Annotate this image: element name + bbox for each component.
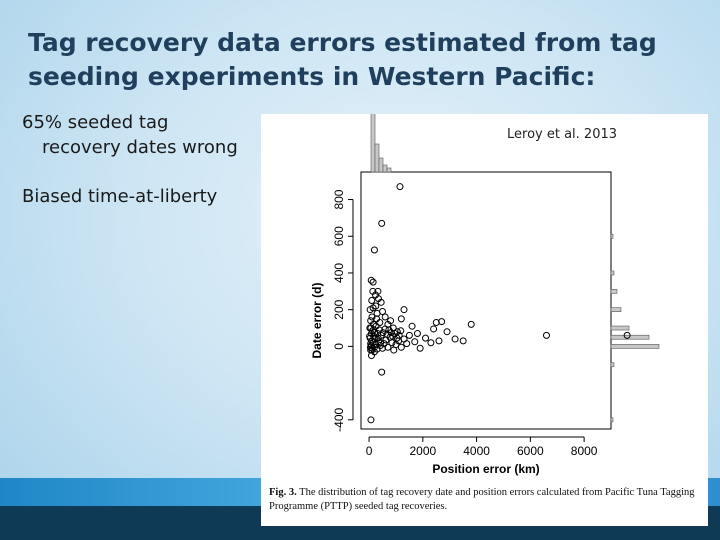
data-point: [376, 319, 384, 327]
data-point: [542, 331, 550, 339]
x-hist-bar: [382, 164, 388, 173]
data-point: [623, 331, 631, 339]
data-point: [384, 343, 392, 351]
x-tick-label: 0: [366, 444, 373, 458]
data-point: [388, 339, 396, 347]
data-point: [413, 330, 421, 338]
caption-text: The distribution of tag recovery date an…: [269, 487, 695, 512]
data-point: [368, 313, 376, 321]
y-tick-label: 400: [332, 263, 346, 283]
data-point: [397, 343, 405, 351]
data-point: [378, 219, 386, 227]
data-point: [405, 331, 413, 339]
y-tick-label: 0: [332, 343, 346, 350]
y-hist-bar: [610, 270, 615, 276]
y-tick-label: 800: [332, 189, 346, 209]
data-point: [378, 368, 386, 376]
data-point: [438, 318, 446, 326]
x-hist-bar: [378, 157, 384, 173]
data-point: [400, 306, 408, 314]
y-axis-label: Date error (d): [310, 282, 324, 358]
data-point: [451, 335, 459, 343]
bullet-list: 65% seeded tag recovery dates wrong Bias…: [22, 110, 252, 233]
data-point: [411, 338, 419, 346]
slide-title: Tag recovery data errors estimated from …: [28, 28, 657, 91]
x-hist-bar: [374, 143, 380, 173]
data-point: [432, 319, 440, 327]
y-tick-label: 600: [332, 226, 346, 246]
y-tick-label: -400: [332, 407, 346, 431]
plot-frame: [360, 171, 612, 430]
bullet-item: Biased time-at-liberty: [22, 186, 218, 207]
y-hist-bar: [610, 417, 614, 423]
data-point: [369, 278, 377, 286]
data-point: [408, 322, 416, 330]
data-point: [387, 329, 395, 337]
data-point: [377, 339, 385, 347]
data-point: [374, 330, 382, 338]
y-hist-bar: [610, 289, 618, 294]
data-point: [459, 337, 467, 345]
x-hist-bar: [370, 114, 376, 173]
data-point: [368, 346, 376, 354]
y-tick-label: 200: [332, 299, 346, 319]
data-point: [374, 287, 382, 295]
data-point: [372, 291, 380, 299]
y-hist-bar: [610, 307, 622, 312]
bullet-item: 65% seeded tag recovery dates wrong: [22, 112, 238, 158]
citation: Leroy et al. 2013: [507, 127, 618, 142]
data-point: [373, 315, 381, 323]
data-point: [430, 325, 438, 333]
x-tick-label: 4000: [463, 444, 490, 458]
data-point: [396, 183, 404, 191]
data-point: [367, 416, 375, 424]
data-point: [380, 340, 388, 348]
data-point: [368, 297, 376, 304]
data-point: [381, 313, 389, 321]
data-point: [366, 306, 374, 314]
data-point: [427, 339, 435, 347]
y-hist-bar: [610, 325, 630, 331]
data-point: [443, 328, 451, 336]
data-point: [397, 315, 405, 323]
data-point: [422, 334, 430, 342]
data-point: [366, 324, 374, 332]
x-tick-label: 6000: [517, 444, 544, 458]
data-point: [370, 246, 378, 254]
data-point: [371, 329, 379, 337]
x-hist-bar: [386, 167, 392, 173]
y-hist-bar: [610, 362, 615, 368]
data-point: [367, 276, 375, 284]
data-point: [377, 298, 385, 306]
data-point: [467, 320, 475, 328]
x-axis-label: Position error (km): [432, 462, 539, 476]
data-point: [379, 308, 387, 316]
x-tick-label: 2000: [409, 444, 436, 458]
y-hist-bar: [610, 344, 660, 349]
data-point: [397, 327, 405, 335]
caption-label: Fig. 3.: [269, 487, 297, 498]
data-point: [435, 337, 443, 345]
data-point: [379, 329, 387, 337]
figure-panel: 0 2000 4000 6000 8000 Position error (km) -400…: [261, 114, 708, 526]
figure-caption: Fig. 3. The distribution of tag recovery…: [269, 486, 705, 514]
y-hist-bar: [610, 233, 614, 239]
data-point: [395, 331, 403, 339]
data-point: [416, 344, 424, 352]
data-point: [403, 340, 411, 348]
data-point: [366, 332, 374, 340]
x-tick-label: 8000: [571, 444, 598, 458]
